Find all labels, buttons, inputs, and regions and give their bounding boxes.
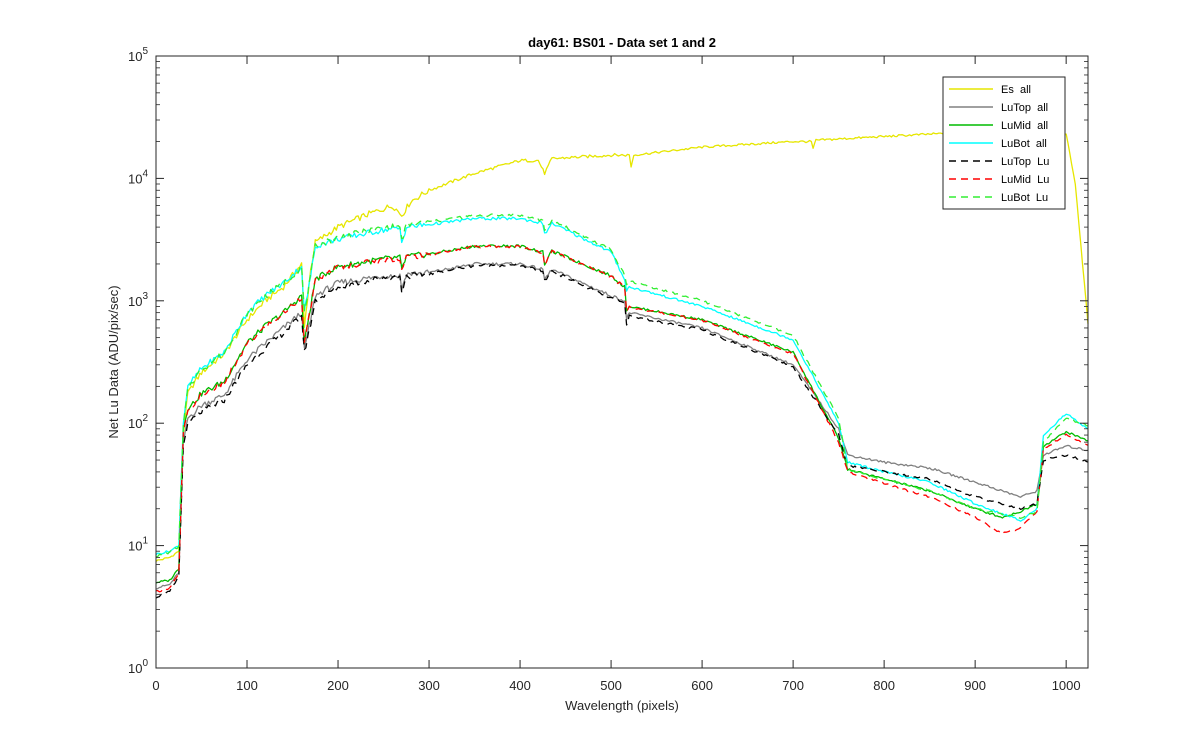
legend-label: Es all: [1001, 84, 1031, 96]
legend-label: LuTop Lu: [1001, 156, 1049, 168]
y-axis-label: Net Lu Data (ADU/pix/sec): [106, 285, 121, 438]
series-line: [155, 244, 1089, 593]
x-tick-label: 100: [236, 678, 258, 693]
y-tick-label: 102: [128, 413, 148, 431]
y-tick-label: 100: [128, 658, 148, 676]
plot-area: [156, 56, 1088, 668]
x-tick-label: 600: [691, 678, 713, 693]
y-tick-label: 105: [128, 46, 148, 64]
x-tick-label: 300: [418, 678, 440, 693]
legend: Es all LuTop all LuMid all LuBot all LuTop L…: [942, 76, 1066, 210]
y-tick-label: 101: [128, 536, 148, 554]
x-tick-label: 700: [782, 678, 804, 693]
x-tick-label: 0: [152, 678, 159, 693]
x-tick-label: 800: [873, 678, 895, 693]
legend-label: LuBot Lu: [1001, 192, 1048, 204]
x-tick-label: 1000: [1052, 678, 1081, 693]
series-line: [155, 216, 1089, 556]
legend-label: LuBot all: [1001, 138, 1047, 150]
x-tick-label: 900: [964, 678, 986, 693]
series-layer: [155, 130, 1089, 599]
chart-title: day61: BS01 - Data set 1 and 2: [528, 35, 716, 50]
legend-label: LuTop all: [1001, 102, 1048, 114]
x-tick-label: 500: [600, 678, 622, 693]
axes-box: [155, 55, 1089, 669]
y-tick-label: 104: [128, 168, 148, 186]
x-axis-ticks: 0 100 200 300 400 500 600 700 800 900 1000: [152, 56, 1081, 693]
legend-label: LuMid all: [1001, 120, 1048, 132]
x-axis-label: Wavelength (pixels): [565, 698, 679, 713]
series-line: [155, 213, 1089, 558]
y-tick-label: 103: [128, 291, 148, 309]
y-axis-ticks: 100 101 102 103 104 105: [128, 46, 1088, 676]
series-line: [155, 130, 1089, 563]
series-line: [155, 261, 1089, 590]
x-tick-label: 400: [509, 678, 531, 693]
legend-label: LuMid Lu: [1001, 174, 1049, 186]
x-tick-label: 200: [327, 678, 349, 693]
